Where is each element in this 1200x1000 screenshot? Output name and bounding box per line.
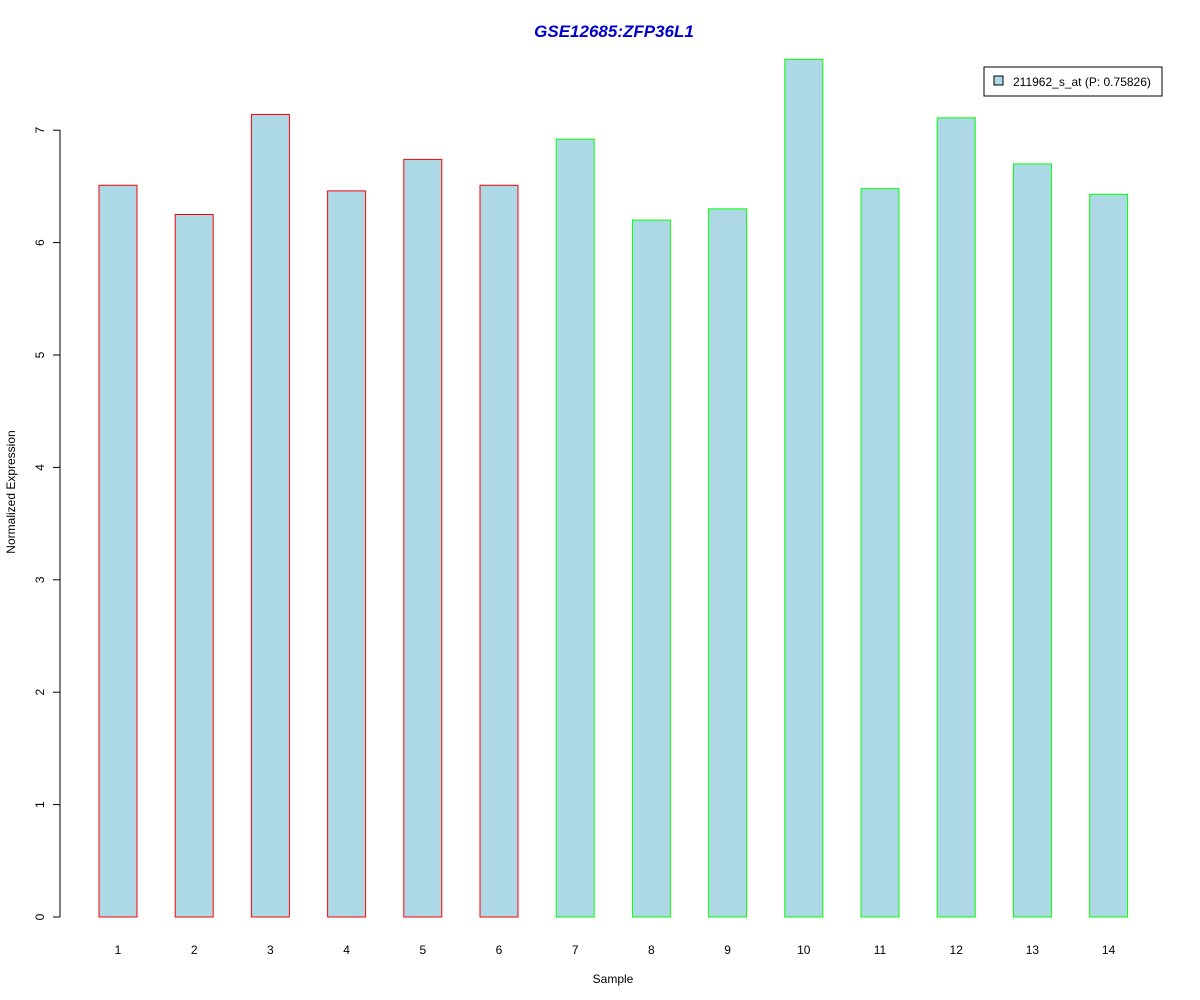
y-tick-label: 4: [33, 464, 47, 471]
y-tick-label: 6: [33, 239, 47, 246]
x-tick-label: 6: [496, 943, 503, 957]
x-tick-label: 8: [648, 943, 655, 957]
bar-sample-5: [403, 158, 443, 918]
legend-label: 211962_s_at (P: 0.75826): [1013, 75, 1151, 89]
y-tick-label: 7: [33, 127, 47, 134]
x-tick-label: 9: [724, 943, 731, 957]
x-tick-labels: 1 2 3 4 5 6 7 8 9 10 11 12 13 14: [115, 943, 1116, 957]
bar-sample-8: [631, 219, 671, 918]
y-tick-label: 1: [33, 801, 47, 808]
y-tick-label: 0: [33, 913, 47, 920]
x-tick-label: 3: [267, 943, 274, 957]
bar-sample-6: [479, 184, 519, 918]
legend-swatch: [993, 75, 1004, 86]
x-tick-label: 1: [115, 943, 122, 957]
bar-sample-1: [98, 184, 138, 918]
x-tick-label: 2: [191, 943, 198, 957]
legend: 211962_s_at (P: 0.75826): [983, 66, 1163, 97]
bar-sample-13: [1012, 163, 1052, 918]
y-tick-label: 5: [33, 351, 47, 358]
x-tick-label: 7: [572, 943, 579, 957]
y-tick-label: 2: [33, 689, 47, 696]
bar-sample-9: [708, 208, 748, 918]
bar-sample-3: [250, 113, 290, 918]
bar-sample-10: [784, 58, 824, 918]
x-tick-label: 10: [797, 943, 811, 957]
x-tick-label: 14: [1102, 943, 1116, 957]
legend-box: [983, 66, 1163, 97]
bars-group: [98, 58, 1129, 918]
bar-sample-14: [1089, 193, 1129, 918]
y-axis-ticks: 0 1 2 3 4 5 6 7: [33, 127, 60, 920]
bar-sample-11: [860, 188, 900, 918]
y-tick-label: 3: [33, 576, 47, 583]
bar-sample-12: [936, 117, 976, 918]
x-tick-label: 11: [874, 943, 887, 957]
bar-sample-4: [327, 190, 367, 918]
y-axis-label: Normalized Expression: [4, 430, 18, 553]
bar-sample-7: [555, 138, 595, 918]
bar-sample-2: [174, 214, 214, 918]
x-tick-label: 13: [1026, 943, 1040, 957]
chart-title: GSE12685:ZFP36L1: [534, 22, 694, 41]
x-tick-label: 5: [419, 943, 426, 957]
x-axis-label: Sample: [593, 972, 634, 986]
x-tick-label: 12: [950, 943, 964, 957]
x-tick-label: 4: [343, 943, 350, 957]
